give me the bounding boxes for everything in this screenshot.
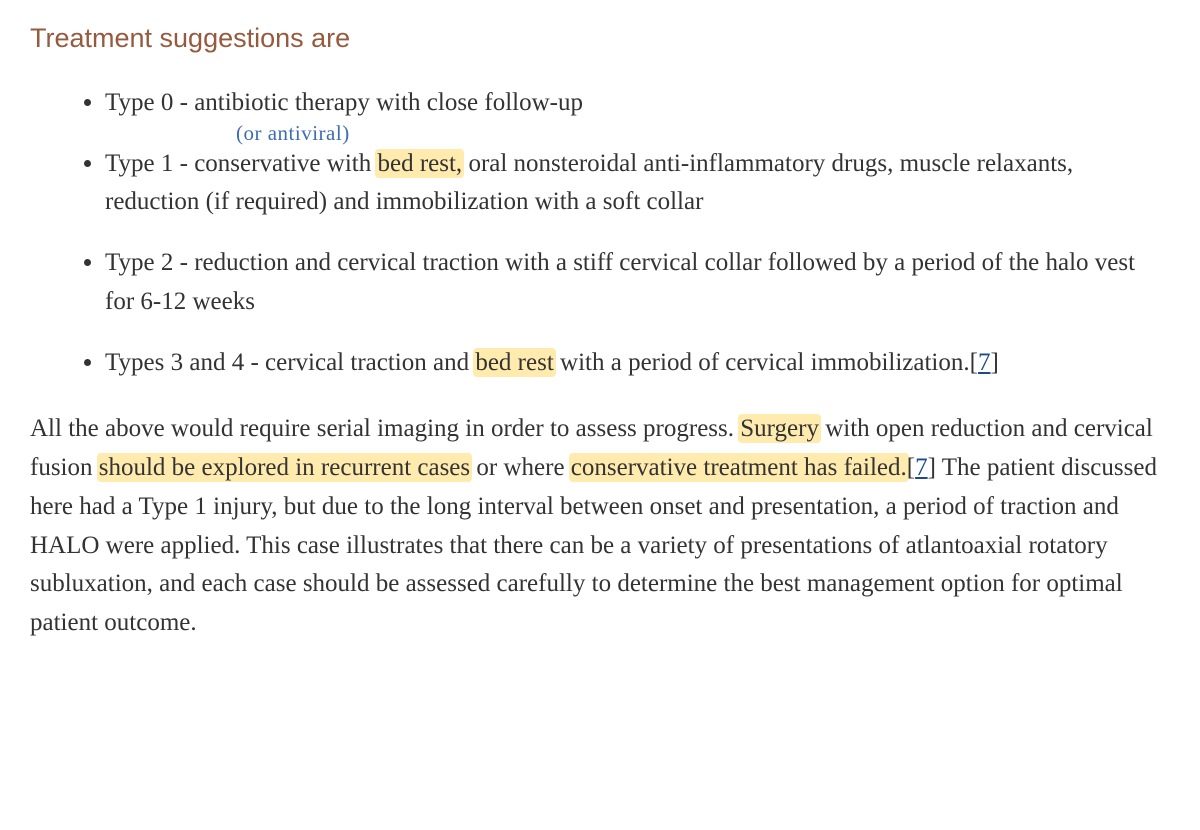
- body-text: Type 1 - conservative with: [105, 150, 377, 177]
- body-text: Type 0 - antibiotic therapy with close f…: [105, 89, 583, 116]
- citation-link[interactable]: 7: [978, 349, 991, 376]
- highlighted-text: bed rest: [473, 348, 555, 377]
- section-heading: Treatment suggestions are: [30, 18, 1170, 60]
- list-item: (or antiviral) Type 0 - antibiotic thera…: [105, 84, 1170, 123]
- body-text: All the above would require serial imagi…: [30, 415, 740, 442]
- list-item: Type 1 - conservative with bed rest, ora…: [105, 145, 1170, 223]
- body-text: with a period of cervical immobilization…: [554, 349, 970, 376]
- body-text: or where: [470, 454, 571, 481]
- body-paragraph: All the above would require serial imagi…: [30, 410, 1170, 643]
- highlighted-text: Surgery: [738, 414, 821, 443]
- document-page: Treatment suggestions are (or antiviral)…: [0, 0, 1200, 673]
- citation-link[interactable]: 7: [915, 454, 928, 481]
- body-text: Type 2 - reduction and cervical traction…: [105, 249, 1135, 315]
- highlighted-text: conservative treatment has failed.: [569, 453, 909, 482]
- highlighted-text: should be explored in recurrent cases: [97, 453, 472, 482]
- body-text: Types 3 and 4 - cervical traction and: [105, 349, 475, 376]
- highlighted-text: bed rest,: [375, 149, 464, 178]
- list-item: Type 2 - reduction and cervical traction…: [105, 244, 1170, 322]
- treatment-list: (or antiviral) Type 0 - antibiotic thera…: [30, 84, 1170, 383]
- list-item: Types 3 and 4 - cervical traction and be…: [105, 344, 1170, 383]
